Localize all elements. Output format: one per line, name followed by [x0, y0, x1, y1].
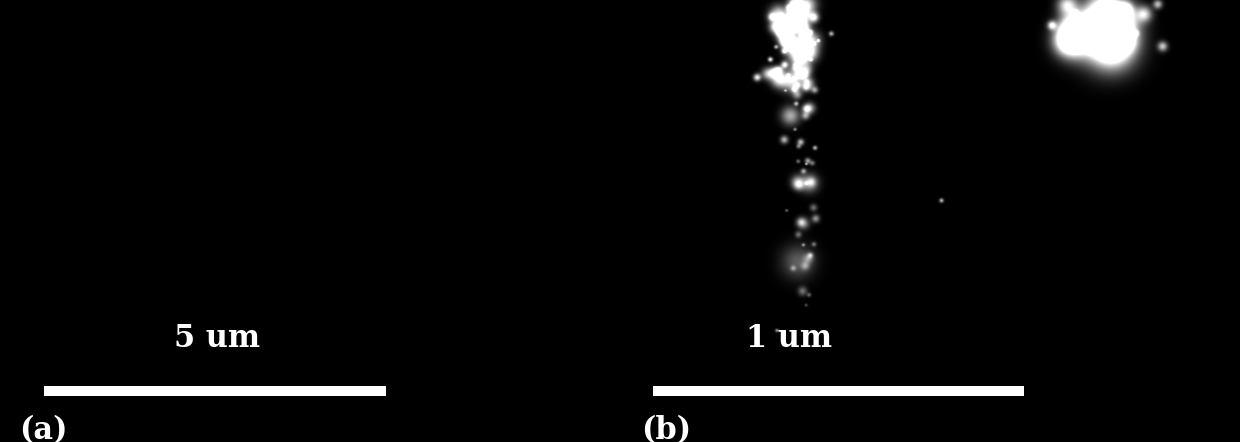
Text: 5 um: 5 um — [174, 323, 260, 354]
Text: (a): (a) — [19, 415, 67, 442]
Bar — [653, 386, 1024, 396]
Text: 1 um: 1 um — [746, 323, 832, 354]
Text: (b): (b) — [641, 415, 691, 442]
Bar — [43, 386, 386, 396]
